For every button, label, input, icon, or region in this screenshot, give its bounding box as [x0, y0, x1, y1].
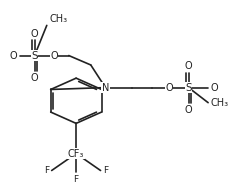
- Text: CF₃: CF₃: [68, 149, 84, 158]
- Text: N: N: [102, 83, 109, 93]
- Text: F: F: [74, 175, 79, 184]
- Text: O: O: [185, 61, 192, 71]
- Text: O: O: [31, 73, 38, 82]
- Text: O: O: [165, 83, 173, 93]
- Text: S: S: [185, 83, 192, 93]
- Text: S: S: [31, 51, 38, 61]
- Text: F: F: [103, 166, 108, 175]
- Text: CH₃: CH₃: [49, 14, 67, 23]
- Text: O: O: [31, 29, 38, 39]
- Text: O: O: [210, 83, 218, 93]
- Text: O: O: [10, 51, 18, 61]
- Text: O: O: [185, 105, 192, 114]
- Text: CH₃: CH₃: [210, 98, 229, 108]
- Text: O: O: [50, 51, 58, 61]
- Text: F: F: [44, 166, 49, 175]
